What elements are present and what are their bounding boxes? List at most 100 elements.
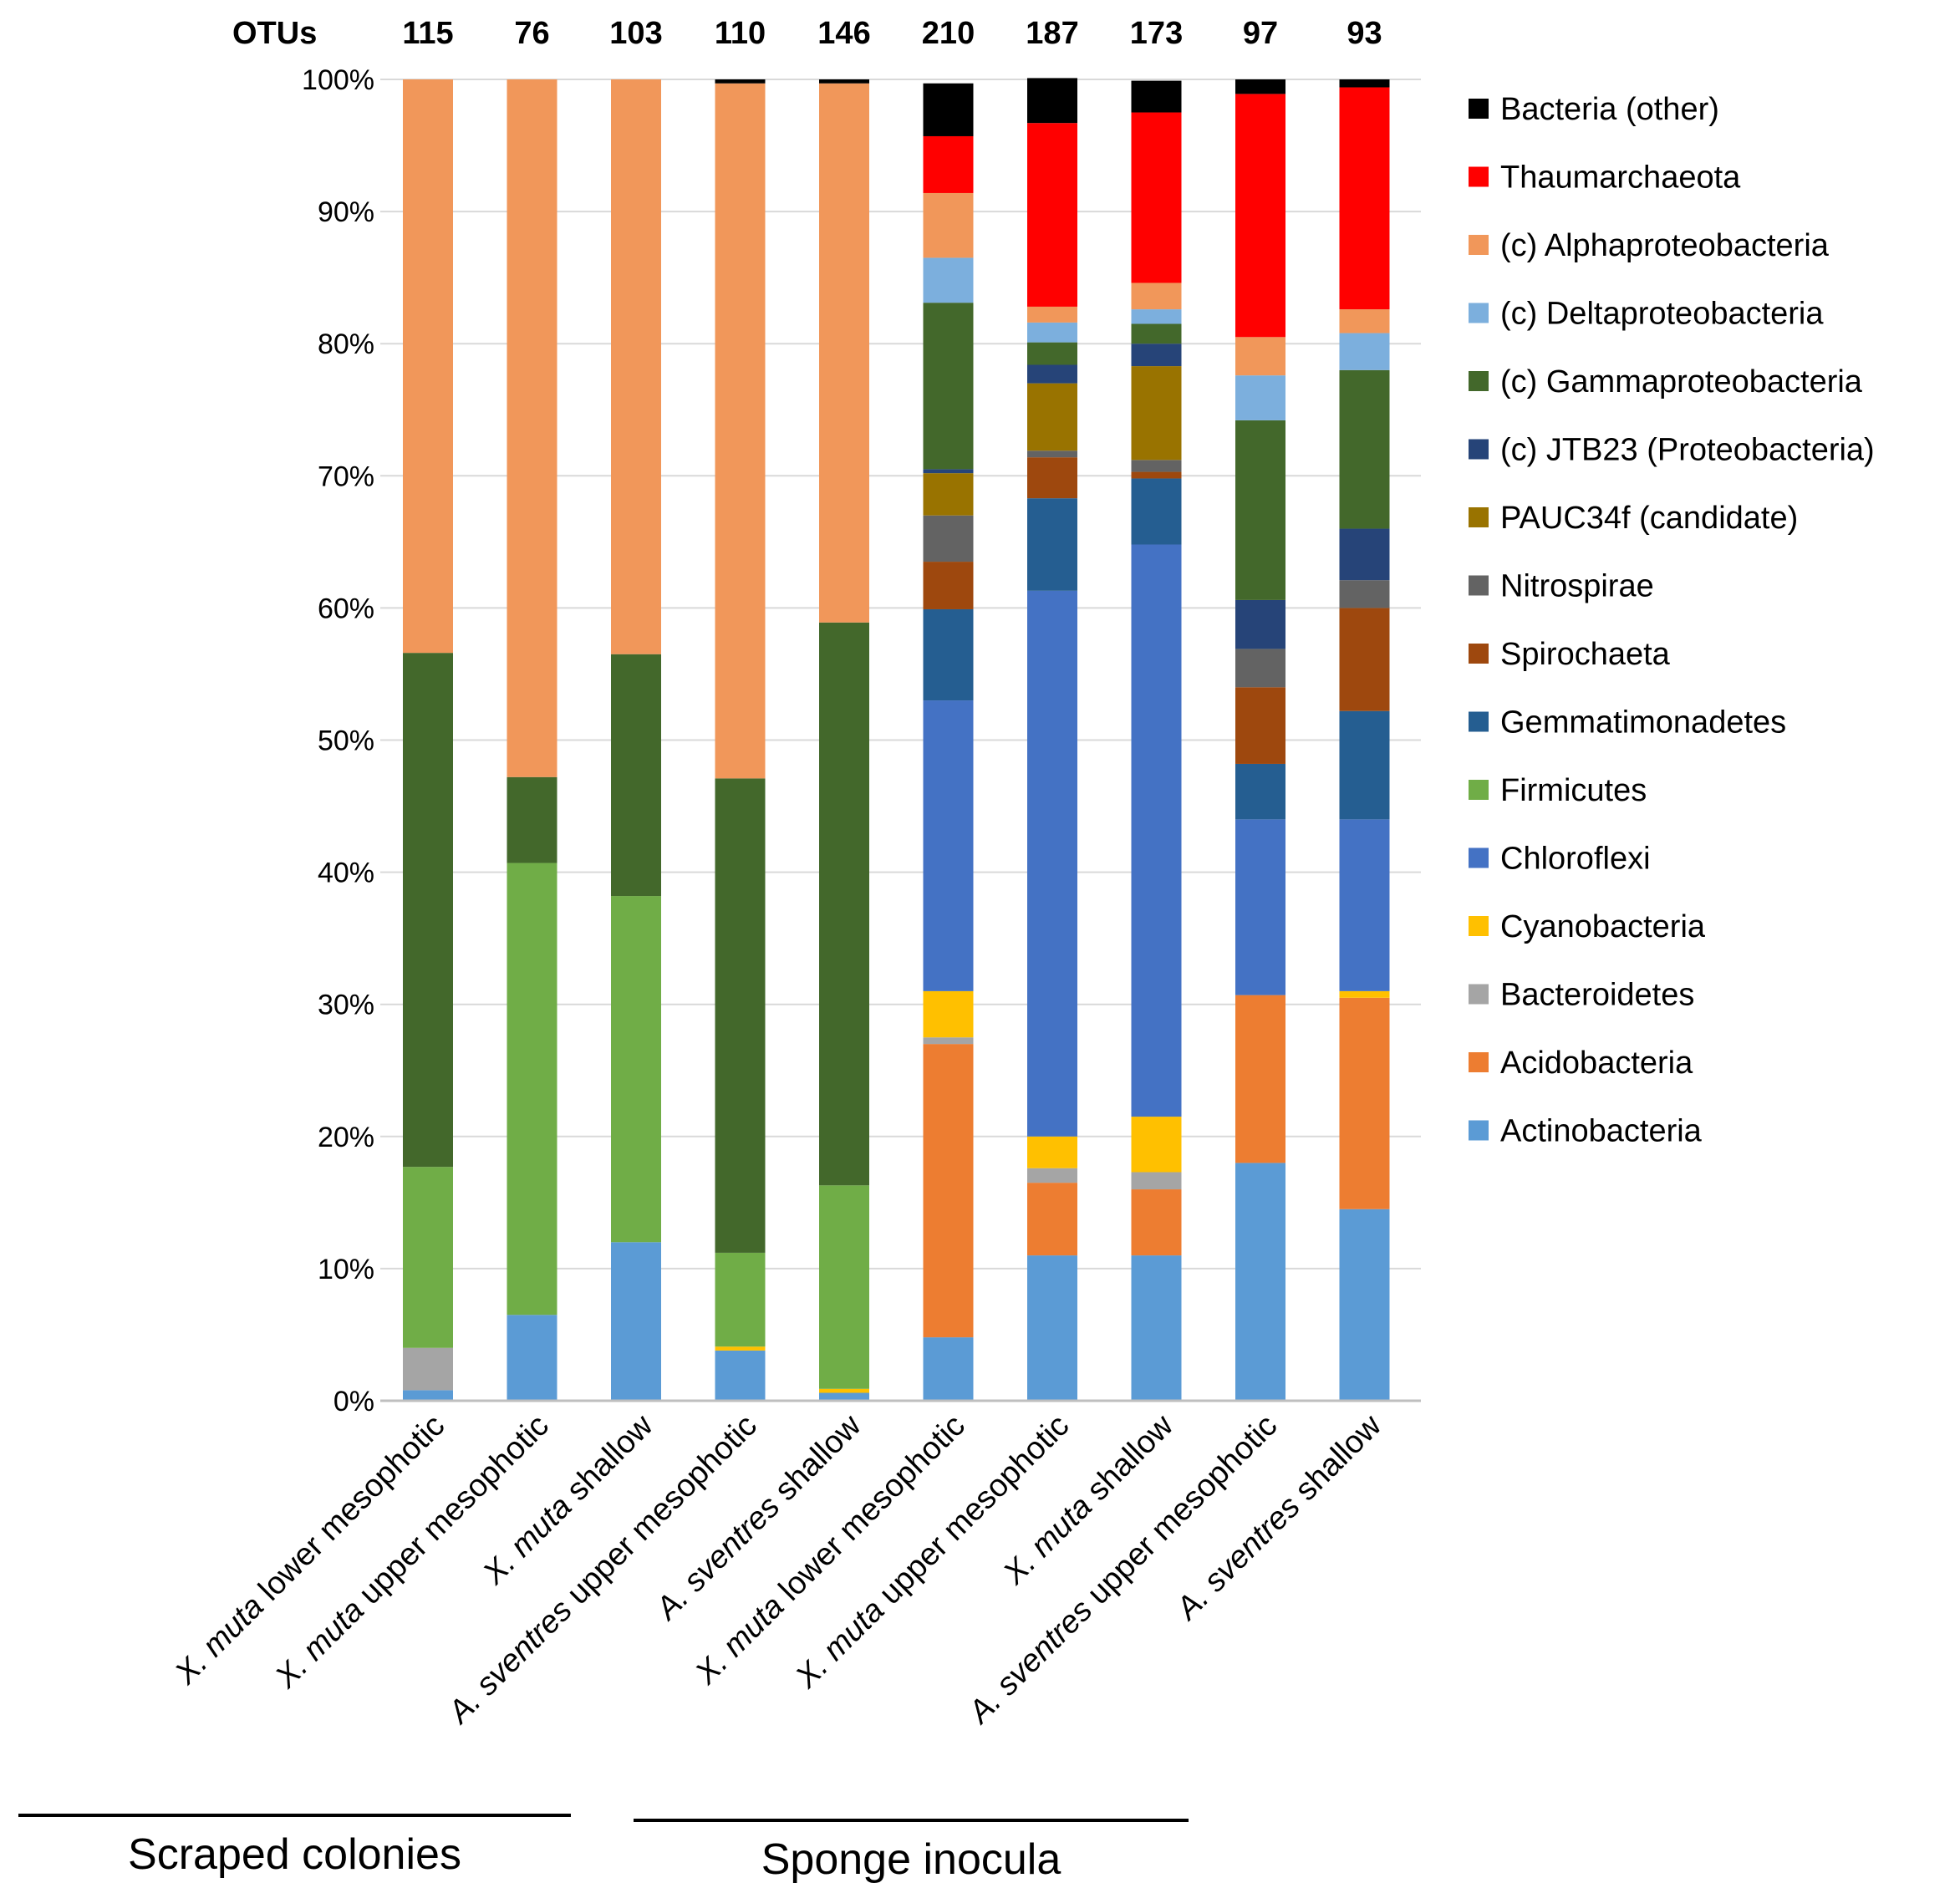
bars	[403, 78, 1390, 1401]
legend-swatch	[1469, 99, 1489, 119]
y-tick-label: 30%	[318, 990, 374, 1021]
bar-segment	[507, 863, 557, 1316]
bar-segment	[923, 192, 974, 258]
bar-stack	[923, 83, 974, 1401]
bar-segment	[1339, 990, 1390, 998]
bar-segment	[1339, 87, 1390, 310]
legend: Bacteria (other) Thaumarchaeota (c) Alphap…	[1469, 92, 1875, 1149]
bar-segment	[1235, 94, 1285, 338]
bar-stack	[1339, 79, 1390, 1401]
sample-description: lower mesophotic	[246, 1408, 451, 1614]
y-tick-label: 60%	[318, 593, 374, 624]
otus-header: OTUs	[232, 16, 317, 51]
bar-stack	[507, 79, 557, 1401]
otu-count: 173	[1130, 16, 1183, 51]
bar-segment	[611, 654, 661, 897]
bar-segment	[1131, 1172, 1182, 1190]
otu-counts-row: OTUs 115 76 103 110 146 210 187 173 97 93	[232, 16, 1382, 51]
bar-segment	[923, 473, 974, 516]
bar-segment	[1235, 819, 1285, 995]
bar-segment	[1131, 282, 1182, 310]
species-name: X. muta	[996, 1489, 1099, 1592]
legend-swatch	[1469, 507, 1489, 527]
bar-segment	[923, 469, 974, 474]
x-tick-label: A. sventres shallow	[649, 1407, 868, 1627]
bar-segment	[1131, 460, 1182, 472]
legend-label: (c) Alphaproteobacteria	[1500, 228, 1830, 263]
bar-segment	[1339, 333, 1390, 370]
legend-item: (c) Gammaproteobacteria	[1469, 364, 1863, 400]
bar-segment	[1131, 80, 1182, 113]
bar-segment	[923, 1037, 974, 1045]
bar-segment	[819, 1388, 869, 1393]
bar-segment	[923, 135, 974, 193]
bar-segment	[611, 1242, 661, 1401]
bar-segment	[1339, 819, 1390, 991]
bar-segment	[923, 83, 974, 136]
bar-segment	[1235, 337, 1285, 376]
legend-item: Firmicutes	[1469, 773, 1647, 808]
legend-swatch	[1469, 847, 1489, 868]
bar-segment	[923, 515, 974, 562]
legend-item: Gemmatimonadetes	[1469, 705, 1786, 740]
bar-segment	[923, 562, 974, 609]
legend-label: (c) Gammaproteobacteria	[1500, 364, 1863, 400]
y-tick-label: 80%	[318, 328, 374, 360]
bar-segment	[403, 653, 453, 1168]
bar-segment	[1131, 323, 1182, 344]
otu-count: 93	[1347, 16, 1382, 51]
sample-description: upper mesophotic	[554, 1408, 764, 1618]
bar-segment	[507, 79, 557, 777]
species-name: X. muta	[168, 1589, 271, 1692]
bar-segment	[1131, 1189, 1182, 1256]
group-label: Sponge inocula	[761, 1835, 1061, 1883]
bar-segment	[507, 776, 557, 863]
legend-swatch	[1469, 780, 1489, 800]
species-name: A. sventres	[961, 1593, 1100, 1732]
bar-segment	[1235, 420, 1285, 600]
sample-description: shallow	[1282, 1407, 1388, 1514]
legend-swatch	[1469, 303, 1489, 323]
bar-segment	[1027, 364, 1077, 384]
legend-item: (c) Alphaproteobacteria	[1469, 228, 1830, 263]
legend-label: Thaumarchaeota	[1500, 160, 1741, 196]
y-tick-label: 0%	[333, 1386, 374, 1417]
y-tick-label: 90%	[318, 196, 374, 228]
bar-segment	[923, 608, 974, 701]
y-tick-label: 10%	[318, 1254, 374, 1285]
bar-segment	[1235, 995, 1285, 1163]
legend-item: PAUC34f (candidate)	[1469, 501, 1798, 536]
otu-count: 187	[1026, 16, 1078, 51]
bar-segment	[819, 1392, 869, 1401]
species-name: X. muta	[688, 1589, 791, 1692]
otu-count: 97	[1243, 16, 1278, 51]
bar-segment	[403, 1347, 453, 1391]
otu-count: 210	[922, 16, 975, 51]
bar-segment	[1027, 498, 1077, 591]
legend-label: Bacteria (other)	[1500, 92, 1719, 127]
y-tick-label: 100%	[302, 64, 374, 96]
bar-segment	[1235, 687, 1285, 764]
bar-segment	[1339, 710, 1390, 820]
bar-segment	[1131, 1117, 1182, 1173]
y-axis-ticks: 0% 10% 20% 30% 40% 50% 60% 70% 80% 90% 100%	[302, 64, 374, 1417]
legend-label: PAUC34f (candidate)	[1500, 501, 1798, 536]
bar-segment	[1027, 457, 1077, 499]
y-tick-label: 20%	[318, 1122, 374, 1153]
bar-segment	[1131, 366, 1182, 461]
species-name: X. muta	[788, 1593, 891, 1696]
sample-description: upper mesophotic	[1075, 1408, 1285, 1618]
bar-stack	[715, 79, 766, 1401]
bar-segment	[715, 1252, 766, 1347]
bar-segment	[1235, 1163, 1285, 1401]
bar-segment	[611, 79, 661, 654]
sample-groups: Scraped colonies Sponge inocula	[18, 1814, 1189, 1883]
bar-segment	[403, 79, 453, 654]
legend-label: Spirochaeta	[1500, 637, 1671, 672]
legend-item: Bacteroidetes	[1469, 978, 1694, 1013]
legend-swatch	[1469, 644, 1489, 664]
bar-segment	[715, 1346, 766, 1351]
bar-segment	[715, 778, 766, 1253]
bar-segment	[923, 1044, 974, 1338]
